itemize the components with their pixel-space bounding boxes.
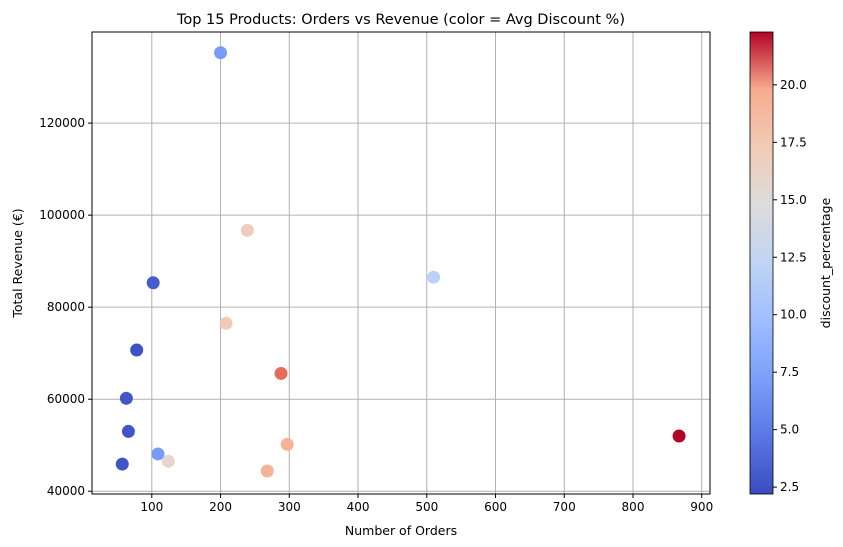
colorbar-tick-label: 7.5 [780,365,799,379]
x-tick-label: 400 [347,500,370,514]
data-point [214,46,228,60]
y-axis: 40000 60000 80000 100000 120000 [39,116,92,498]
colorbar-tick-label: 10.0 [780,308,807,322]
y-tick-label: 60000 [47,392,85,406]
colorbar-label: discount_percentage [818,197,833,328]
data-point [115,457,129,471]
y-tick-label: 80000 [47,300,85,314]
y-tick-label: 120000 [39,116,85,130]
data-point [119,391,133,405]
x-tick-label: 200 [209,500,232,514]
x-tick-label: 300 [278,500,301,514]
data-point [219,316,233,330]
y-tick-label: 40000 [47,484,85,498]
x-tick-label: 600 [484,500,507,514]
colorbar-tick-label: 5.0 [780,423,799,437]
colorbar-tick-label: 12.5 [780,250,807,264]
chart-title: Top 15 Products: Orders vs Revenue (colo… [176,12,625,28]
x-tick-label: 100 [140,500,163,514]
x-axis: 100 200 300 400 500 600 700 800 900 [140,494,713,514]
x-tick-label: 700 [553,500,576,514]
y-tick-label: 100000 [39,208,85,222]
colorbar-ticks: 2.5 5.0 7.5 10.0 12.5 15.0 17.5 20.0 [773,78,807,494]
colorbar-tick-label: 15.0 [780,193,807,207]
data-points [115,46,686,478]
data-point [130,343,144,357]
data-point [280,437,294,451]
data-point [161,454,175,468]
data-point [427,270,441,284]
data-point [260,464,274,478]
x-tick-label: 800 [622,500,645,514]
colorbar-tick-label: 20.0 [780,78,807,92]
y-axis-label: Total Revenue (€) [10,208,25,318]
data-point [672,429,686,443]
grid [92,32,710,494]
colorbar-tick-label: 17.5 [780,135,807,149]
data-point [146,276,160,290]
colorbar-gradient [749,31,774,495]
colorbar-tick-label: 2.5 [780,480,799,494]
colorbar: 2.5 5.0 7.5 10.0 12.5 15.0 17.5 20.0 discount_p… [749,31,833,495]
plot-frame [91,31,711,495]
data-point [151,447,165,461]
data-point [240,223,254,237]
x-tick-label: 500 [415,500,438,514]
x-axis-label: Number of Orders [345,523,457,538]
data-point [121,424,135,438]
x-tick-label: 900 [690,500,713,514]
data-point [274,366,288,380]
